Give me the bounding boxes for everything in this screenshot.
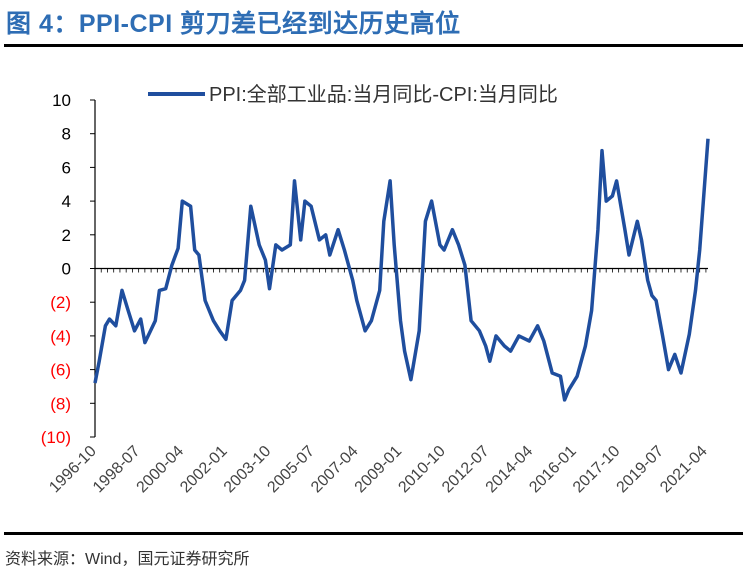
x-tick-label: 2021-04 — [657, 443, 711, 497]
x-tick-label: 2017-10 — [570, 443, 624, 497]
y-tick-label: 4 — [62, 192, 71, 211]
x-tick-label: 2014-04 — [483, 443, 537, 497]
x-tick-label: 2010-10 — [395, 443, 449, 497]
y-tick-label: (4) — [50, 327, 71, 346]
y-tick-label: 2 — [62, 226, 71, 245]
x-tick-label: 2000-04 — [134, 443, 188, 497]
bottom-rule — [4, 532, 743, 535]
y-tick-label: 0 — [62, 260, 71, 279]
x-tick-label: 2012-07 — [439, 443, 493, 497]
y-tick-label: (8) — [50, 394, 71, 413]
x-tick-label: 2005-07 — [264, 443, 318, 497]
y-tick-label: (10) — [41, 428, 71, 447]
x-tick-label: 2002-01 — [177, 443, 231, 497]
y-tick-label: 6 — [62, 158, 71, 177]
x-tick-label: 2007-04 — [308, 443, 362, 497]
legend-label: PPI:全部工业品:当月同比-CPI:当月同比 — [209, 83, 558, 106]
series-line — [93, 138, 710, 402]
x-tick-label: 2009-01 — [352, 443, 406, 497]
x-tick-label: 2016-01 — [526, 443, 580, 497]
top-rule — [4, 44, 743, 47]
y-tick-label: (2) — [50, 293, 71, 312]
x-tick-label: 1998-07 — [90, 443, 144, 497]
source-note: 资料来源：Wind，国元证券研究所 — [5, 551, 250, 568]
y-tick-label: 10 — [52, 91, 71, 110]
x-tick-label: 2003-10 — [221, 443, 275, 497]
y-tick-label: (6) — [50, 361, 71, 380]
figure-title: 图 4：PPI-CPI 剪刀差已经到达历史高位 — [6, 10, 461, 38]
y-tick-label: 8 — [62, 125, 71, 144]
x-tick-label: 2019-07 — [614, 443, 668, 497]
x-tick-label: 1996-10 — [46, 443, 100, 497]
